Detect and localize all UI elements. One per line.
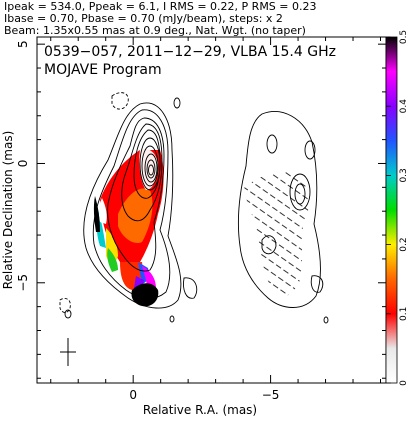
- outline-island-right: [310, 275, 324, 293]
- right-map: [237, 111, 329, 324]
- y-tick-label-2: −5: [16, 274, 30, 292]
- pol-region-black-edge: [93, 196, 100, 232]
- pol-region-lower-magenta: [142, 266, 156, 290]
- outline-blob-1: [266, 134, 278, 154]
- contour-outer: [83, 102, 182, 309]
- header-line-2: Ibase = 0.70, Pbase = 0.70 (mJy/beam), s…: [4, 12, 283, 25]
- header-line-1: Ipeak = 534.0, Ppeak = 6.1, I RMS = 0.22…: [4, 0, 317, 13]
- y-tick-label-1: 0: [16, 160, 30, 168]
- x-axis-label: Relative R.A. (mas): [143, 403, 257, 417]
- x-tick-label-1: −5: [262, 388, 280, 402]
- colorbar-tick-label-4: 0.4: [399, 99, 409, 114]
- contour-island-3: [169, 315, 175, 323]
- contour-island-4: [64, 309, 72, 319]
- panel-label-line-1: 0539−057, 2011−12−29, VLBA 15.4 GHz: [44, 44, 336, 60]
- contour-5: [133, 129, 161, 199]
- colorbar-tick-label-0: 0: [399, 380, 409, 386]
- contour-dashed-negative-1: [111, 92, 129, 110]
- colorbar-tick-label-3: 0.3: [399, 168, 409, 182]
- pol-region-green: [107, 248, 118, 272]
- contour-9: [146, 159, 156, 179]
- pol-region-white-knot: [98, 198, 107, 224]
- pol-region-orange: [118, 188, 153, 244]
- outline-core-inner-2: [294, 183, 306, 205]
- colorbar-tick-label-1: 0.1: [399, 307, 409, 321]
- beam-marker: [60, 338, 76, 366]
- outline-contour: [237, 111, 321, 308]
- colorbar-tick-label-5: 0.5: [399, 30, 409, 44]
- panel-label-line-2: MOJAVE Program: [44, 62, 162, 78]
- contour-10: [148, 164, 154, 176]
- outline-island-small: [323, 316, 329, 324]
- contour-2: [92, 109, 171, 299]
- colorbar-tick-label-2: 0.2: [399, 237, 409, 251]
- contour-6: [139, 137, 161, 191]
- x-axis-ticks: 0 −5: [50, 37, 382, 402]
- plot-frame: [36, 36, 387, 384]
- outline-core-inner: [289, 173, 311, 211]
- contour-dashed-negative-2: [59, 297, 71, 313]
- contour-7: [141, 145, 159, 187]
- colorbar: [385, 36, 398, 384]
- header-line-3: Beam: 1.35x0.55 mas at 0.9 deg., Nat. Wg…: [4, 24, 306, 37]
- contour-4: [121, 123, 163, 222]
- total-intensity-contours: [59, 92, 198, 323]
- contour-island-1: [173, 97, 181, 109]
- y-axis-ticks: 5 0 −5: [16, 40, 386, 379]
- pol-region-lower-black: [131, 283, 159, 307]
- outline-knot: [261, 235, 277, 255]
- y-tick-label-0: 5: [16, 40, 30, 48]
- left-map: [59, 92, 198, 366]
- contour-8: [144, 153, 158, 183]
- contour-3: [107, 117, 165, 272]
- y-axis-label: Relative Declination (mas): [1, 131, 15, 290]
- colorbar-ticks: 0 0.1 0.2 0.3 0.4 0.5: [386, 30, 409, 386]
- contour-island-2: [183, 277, 198, 299]
- evpa-hatched-region: [244, 171, 309, 297]
- x-tick-label-0: 0: [129, 388, 137, 402]
- outline-blob-2: [304, 140, 316, 160]
